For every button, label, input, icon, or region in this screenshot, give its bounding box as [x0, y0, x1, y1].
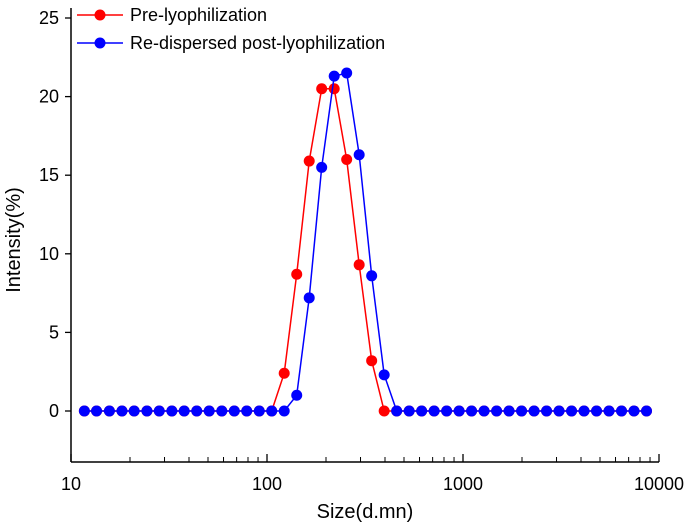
- legend: Pre-lyophilization Re-dispersed post-lyo…: [77, 5, 385, 53]
- data-point: [628, 405, 640, 417]
- y-tick-label: 0: [49, 401, 59, 421]
- data-point: [228, 405, 240, 417]
- x-tick-label: 100: [252, 474, 282, 494]
- data-point: [391, 405, 403, 417]
- data-point: [303, 292, 315, 304]
- data-point: [528, 405, 540, 417]
- data-point: [216, 405, 228, 417]
- series-group: [78, 67, 653, 417]
- data-point: [103, 405, 115, 417]
- x-axis-label: Size(d.mn): [317, 501, 414, 523]
- data-point: [316, 83, 328, 95]
- data-point: [603, 405, 615, 417]
- data-point: [378, 405, 390, 417]
- legend-label-post: Re-dispersed post-lyophilization: [130, 33, 385, 53]
- data-point: [141, 405, 153, 417]
- data-point: [253, 405, 265, 417]
- data-point: [466, 405, 478, 417]
- data-point: [453, 405, 465, 417]
- data-point: [366, 355, 378, 367]
- legend-marker-post: [94, 37, 106, 49]
- data-point: [291, 268, 303, 280]
- data-point: [353, 149, 365, 161]
- data-point: [178, 405, 190, 417]
- data-point: [378, 369, 390, 381]
- data-point: [491, 405, 503, 417]
- data-point: [341, 67, 353, 79]
- data-point: [278, 367, 290, 379]
- data-point: [441, 405, 453, 417]
- data-point: [328, 83, 340, 95]
- data-point: [241, 405, 253, 417]
- data-point: [203, 405, 215, 417]
- data-point: [78, 405, 90, 417]
- axes: 10 100 1000 10000 0 5 10 15 20 25: [39, 8, 684, 494]
- data-point: [278, 405, 290, 417]
- data-point: [153, 405, 165, 417]
- data-point: [266, 405, 278, 417]
- y-tick-label: 5: [49, 322, 59, 342]
- y-tick-label: 15: [39, 165, 59, 185]
- data-point: [516, 405, 528, 417]
- data-point: [116, 405, 128, 417]
- data-point: [91, 405, 103, 417]
- data-point: [191, 405, 203, 417]
- data-point: [403, 405, 415, 417]
- data-point: [503, 405, 515, 417]
- data-point: [341, 153, 353, 165]
- data-point: [591, 405, 603, 417]
- series-post-lyophilization: [78, 67, 653, 417]
- data-point: [316, 161, 328, 173]
- series-line: [84, 87, 647, 412]
- legend-marker-pre: [94, 9, 106, 21]
- data-point: [428, 405, 440, 417]
- x-tick-label: 1000: [443, 474, 483, 494]
- data-point: [366, 270, 378, 282]
- data-point: [578, 405, 590, 417]
- data-point: [616, 405, 628, 417]
- data-point: [416, 405, 428, 417]
- data-point: [166, 405, 178, 417]
- y-axis-label: Intensity(%): [3, 187, 25, 293]
- series-pre-lyophilization: [78, 83, 653, 417]
- y-tick-label: 25: [39, 8, 59, 28]
- data-point: [541, 405, 553, 417]
- data-point: [353, 259, 365, 271]
- y-tick-label: 10: [39, 244, 59, 264]
- data-point: [128, 405, 140, 417]
- data-point: [303, 155, 315, 167]
- y-tick-label: 20: [39, 87, 59, 107]
- x-tick-label: 10000: [634, 474, 684, 494]
- data-point: [641, 405, 653, 417]
- x-tick-label: 10: [61, 474, 81, 494]
- series-line: [84, 72, 647, 412]
- data-point: [566, 405, 578, 417]
- legend-label-pre: Pre-lyophilization: [130, 5, 267, 25]
- data-point: [478, 405, 490, 417]
- data-point: [291, 389, 303, 401]
- data-point: [328, 70, 340, 82]
- data-point: [553, 405, 565, 417]
